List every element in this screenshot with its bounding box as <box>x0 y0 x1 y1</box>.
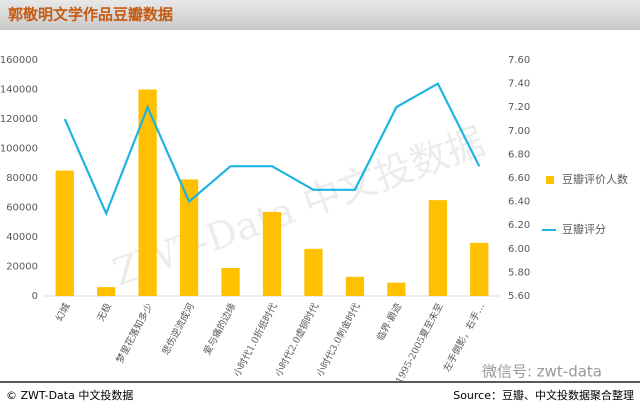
x-tick-label: 无极 <box>95 301 115 324</box>
footer-left: © ZWT-Data 中文投数据 <box>6 388 133 402</box>
bar <box>304 248 323 296</box>
x-tick-label: 梦里花落知多少 <box>114 301 156 366</box>
legend-swatch <box>546 176 554 184</box>
bar <box>55 170 74 296</box>
y-tick-label: 100000 <box>0 144 38 155</box>
y-tick-label: 140000 <box>0 85 38 96</box>
bar <box>138 89 157 296</box>
line <box>63 82 481 217</box>
bar <box>345 276 365 296</box>
y-tick-label: 160000 <box>0 55 38 66</box>
source: Source：豆瓣、中文投数据聚合整理 <box>453 388 634 402</box>
x-tick-label: 小时代3.0刺金时代 <box>314 301 363 379</box>
y2-tick-label: 7.40 <box>508 79 530 90</box>
x-tick-label: 爱与痛的边缘 <box>201 301 239 357</box>
y-tick-label: 80000 <box>6 173 38 184</box>
y-tick-label: 0 <box>32 291 38 302</box>
y2-tick-label: 6.40 <box>508 197 530 208</box>
bar <box>387 282 406 296</box>
bar <box>221 267 240 296</box>
y2-tick-label: 6.60 <box>508 173 530 184</box>
y2-tick-label: 7.20 <box>508 102 530 113</box>
y-tick-label: 60000 <box>6 203 38 214</box>
y2-tick-label: 6.80 <box>508 149 530 160</box>
header-bar <box>0 0 640 30</box>
y2-tick-label: 6.00 <box>508 244 530 255</box>
x-tick-label: 左手倒影，右手… <box>441 301 487 374</box>
y-tick-label: 120000 <box>0 114 38 125</box>
y2-tick-label: 7.60 <box>508 55 530 66</box>
bar <box>470 242 489 296</box>
y2-tick-label: 6.20 <box>508 220 530 231</box>
wechat: 微信号: zwt-data <box>482 363 602 381</box>
x-tick-label: 小时代1.0折纸时代 <box>231 301 280 379</box>
x-tick-label: 幻城 <box>53 301 73 324</box>
legend-label: 豆瓣评分 <box>562 222 606 236</box>
y2-tick-label: 5.60 <box>508 291 530 302</box>
bar <box>179 179 199 296</box>
x-tick-label: 临界·爵迹 <box>374 301 404 343</box>
bar <box>262 211 282 296</box>
x-tick-label: 1995-2005夏至未至 <box>393 301 446 386</box>
y-tick-label: 40000 <box>6 232 38 243</box>
y2-tick-label: 7.00 <box>508 126 530 137</box>
bar <box>97 287 116 296</box>
x-tick-label: 小时代2.0虚铜时代 <box>272 301 321 379</box>
title: 郭敬明文学作品豆瓣数据 <box>8 6 173 24</box>
x-tick-label: 悲伤逆流成河 <box>160 301 198 357</box>
y2-tick-label: 5.80 <box>508 267 530 278</box>
y-tick-label: 20000 <box>6 262 38 273</box>
legend-label: 豆瓣评价人数 <box>562 172 628 186</box>
bar <box>428 200 447 296</box>
